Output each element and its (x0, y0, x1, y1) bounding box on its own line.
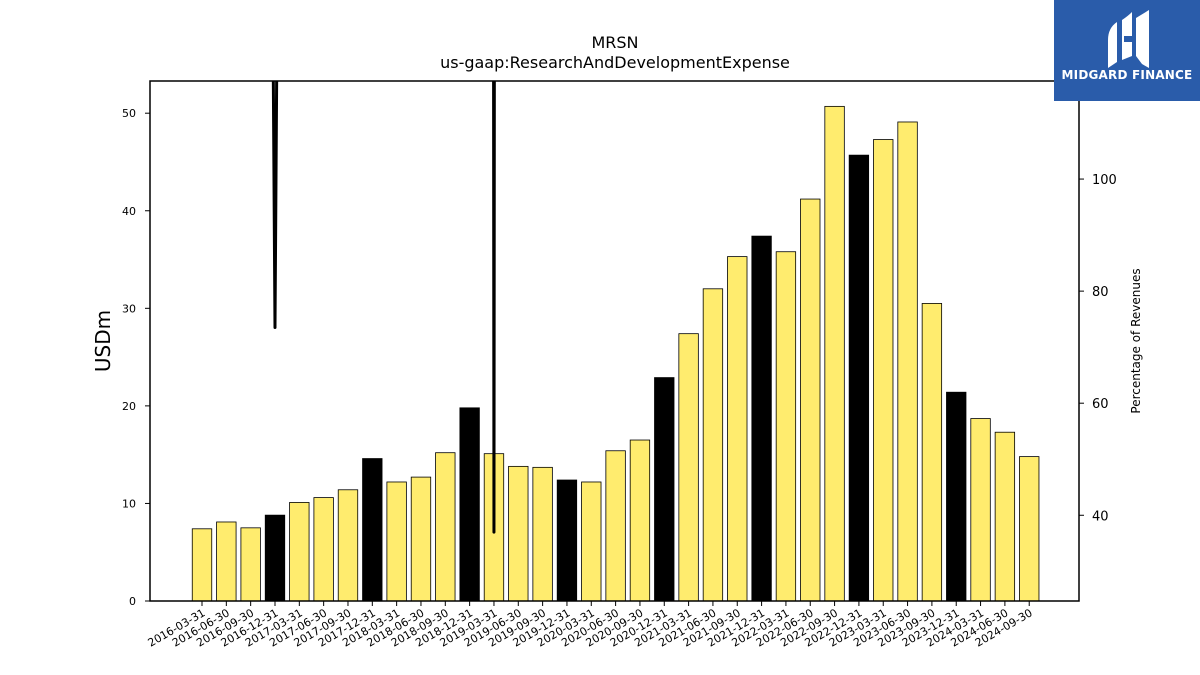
midgard-finance-logo: MIDGARD FINANCE (1054, 0, 1200, 101)
x-axis: 2016-03-312016-06-302016-09-302016-12-31… (146, 601, 1035, 650)
bar-2018-09-30 (435, 452, 456, 602)
y-tick-label: 10 (122, 497, 136, 510)
bar-2020-03-31 (581, 481, 602, 602)
y-axis-left: 0 10 20 30 40 50 (122, 107, 150, 608)
percentage-line (271, 81, 496, 534)
bar-2016-06-30 (216, 521, 237, 602)
y-tick-label: 0 (129, 595, 136, 608)
logo-text: MIDGARD FINANCE (1061, 68, 1193, 82)
bar-2017-12-31 (362, 458, 383, 602)
y-axis-label: USDm (91, 310, 115, 372)
bar-2019-09-30 (532, 466, 553, 602)
bar-2021-06-30 (702, 288, 724, 602)
bar-2018-03-31 (386, 481, 407, 602)
bar-2023-12-31 (946, 391, 967, 602)
y-tick-label: 40 (122, 205, 136, 218)
y2-tick-label: 80 (1092, 285, 1109, 300)
bar-2018-12-31 (459, 407, 480, 602)
bar-2020-12-31 (654, 377, 675, 602)
bar-2021-03-31 (678, 333, 699, 602)
bar-2022-12-31 (848, 154, 870, 602)
y2-tick-label: 60 (1092, 397, 1109, 412)
y-tick-label: 30 (122, 302, 136, 315)
bar-2019-06-30 (508, 465, 529, 602)
y2-axis-label: Percentage of Revenues (1129, 268, 1143, 413)
bar-2022-09-30 (824, 105, 845, 602)
bar-2017-09-30 (337, 489, 359, 602)
y-tick-label: 20 (122, 400, 136, 413)
bars-group (191, 105, 1040, 602)
bar-2024-09-30 (1019, 456, 1040, 602)
bar-2024-06-30 (994, 431, 1016, 602)
bar-2016-12-31 (264, 514, 286, 602)
bar-2020-06-30 (605, 450, 626, 602)
bar-2021-12-31 (751, 235, 772, 602)
bar-2022-03-31 (775, 251, 797, 602)
y-axis-right: 40 60 80 100 (1079, 173, 1117, 524)
bar-2023-03-31 (873, 139, 894, 602)
line-group (271, 81, 496, 534)
bar-2024-03-31 (970, 418, 991, 602)
y2-tick-label: 100 (1092, 173, 1117, 188)
bar-2022-06-30 (800, 198, 821, 602)
bar-2019-12-31 (556, 479, 578, 602)
bar-2017-06-30 (313, 497, 334, 602)
bar-2023-09-30 (921, 303, 943, 602)
chart-title: MRSN (591, 33, 638, 52)
plot-frame (149, 80, 1080, 602)
bar-2017-03-31 (289, 502, 310, 602)
bar-2018-06-30 (410, 476, 432, 602)
chart-subtitle: us-gaap:ResearchAndDevelopmentExpense (440, 53, 790, 72)
y-tick-label: 50 (122, 107, 136, 120)
bar-2016-09-30 (240, 527, 261, 602)
bar-2021-09-30 (727, 256, 748, 602)
y2-tick-label: 40 (1092, 509, 1109, 524)
bar-2023-06-30 (897, 121, 918, 602)
bar-2020-09-30 (629, 439, 651, 602)
logo-mark-icon (1108, 10, 1149, 68)
bar-2016-03-31 (191, 528, 213, 602)
